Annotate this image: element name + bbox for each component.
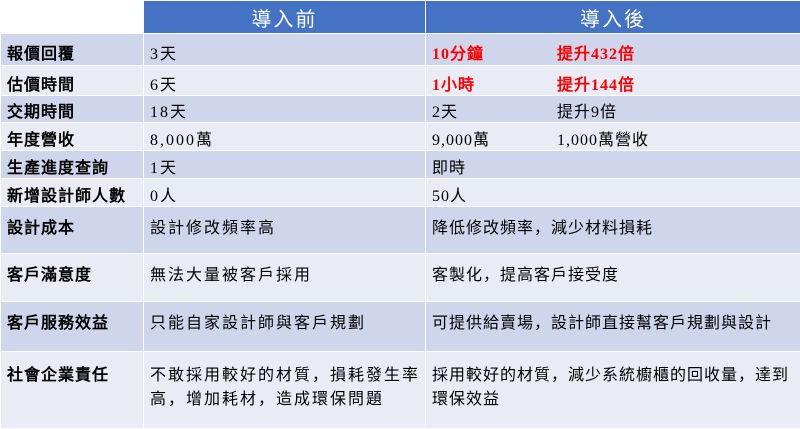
row-label: 報價回覆: [1, 34, 144, 66]
after-cell: 可提供給賣場，設計師直接幫客戶規劃與設計: [426, 302, 800, 352]
row-label: 估價時間: [1, 66, 144, 96]
after-value: 50人: [432, 188, 467, 205]
before-cell: 1天: [144, 151, 426, 179]
after-value: 9,000萬: [432, 126, 557, 150]
header-cell: 導入後: [426, 1, 800, 34]
after-value: 1小時: [432, 71, 557, 95]
table-row: 客戶滿意度無法大量被客戶採用客製化，提高客戶接受度: [1, 254, 800, 302]
before-cell: 8,000萬: [144, 123, 426, 151]
row-label: 交期時間: [1, 96, 144, 123]
row-label: 新增設計師人數: [1, 179, 144, 207]
after-note: 提升432倍: [557, 46, 635, 63]
after-note: 提升144倍: [557, 77, 635, 94]
after-cell: 客製化，提高客戶接受度: [426, 254, 800, 302]
header-row: 導入前 導入後: [1, 1, 800, 34]
row-label: 生產進度查詢: [1, 151, 144, 179]
after-cell: 即時: [426, 151, 800, 179]
after-note: 提升9倍: [557, 104, 617, 121]
after-cell: 2天提升9倍: [426, 96, 800, 123]
after-value: 可提供給賣場，設計師直接幫客戶規劃與設計: [432, 315, 772, 332]
after-cell: 採用較好的材質，減少系統櫥櫃的回收量，達到環保效益: [426, 352, 800, 429]
row-label: 客戶滿意度: [1, 254, 144, 302]
table-row: 設計成本設計修改頻率高降低修改頻率，減少材料損耗: [1, 207, 800, 254]
header-empty: [1, 1, 144, 34]
after-cell: 降低修改頻率，減少材料損耗: [426, 207, 800, 254]
after-note: 1,000萬營收: [557, 132, 649, 149]
row-label: 年度營收: [1, 123, 144, 151]
before-cell: 無法大量被客戶採用: [144, 254, 426, 302]
after-value: 即時: [432, 160, 466, 177]
after-value: 客製化，提高客戶接受度: [432, 267, 619, 284]
row-label: 客戶服務效益: [1, 302, 144, 352]
after-cell: 1小時提升144倍: [426, 66, 800, 96]
after-cell: 10分鐘提升432倍: [426, 34, 800, 66]
before-cell: 只能自家設計師與客戶規劃: [144, 302, 426, 352]
before-cell: 0人: [144, 179, 426, 207]
table-head: 導入前 導入後: [1, 1, 800, 34]
after-value: 降低修改頻率，減少材料損耗: [432, 220, 653, 237]
before-cell: 不敢採用較好的材質，損耗發生率高，增加耗材，造成環保問題: [144, 352, 426, 429]
after-cell: 50人: [426, 179, 800, 207]
before-cell: 6天: [144, 66, 426, 96]
table-row: 客戶服務效益只能自家設計師與客戶規劃可提供給賣場，設計師直接幫客戶規劃與設計: [1, 302, 800, 352]
after-value: 2天: [432, 98, 557, 122]
header-cell: 導入前: [144, 1, 426, 34]
before-cell: 3天: [144, 34, 426, 66]
row-label: 社會企業責任: [1, 352, 144, 429]
table-row: 社會企業責任不敢採用較好的材質，損耗發生率高，增加耗材，造成環保問題採用較好的材…: [1, 352, 800, 429]
after-value: 採用較好的材質，減少系統櫥櫃的回收量，達到環保效益: [432, 367, 789, 408]
row-label: 設計成本: [1, 207, 144, 254]
before-cell: 18天: [144, 96, 426, 123]
before-cell: 設計修改頻率高: [144, 207, 426, 254]
after-value: 10分鐘: [432, 40, 557, 64]
